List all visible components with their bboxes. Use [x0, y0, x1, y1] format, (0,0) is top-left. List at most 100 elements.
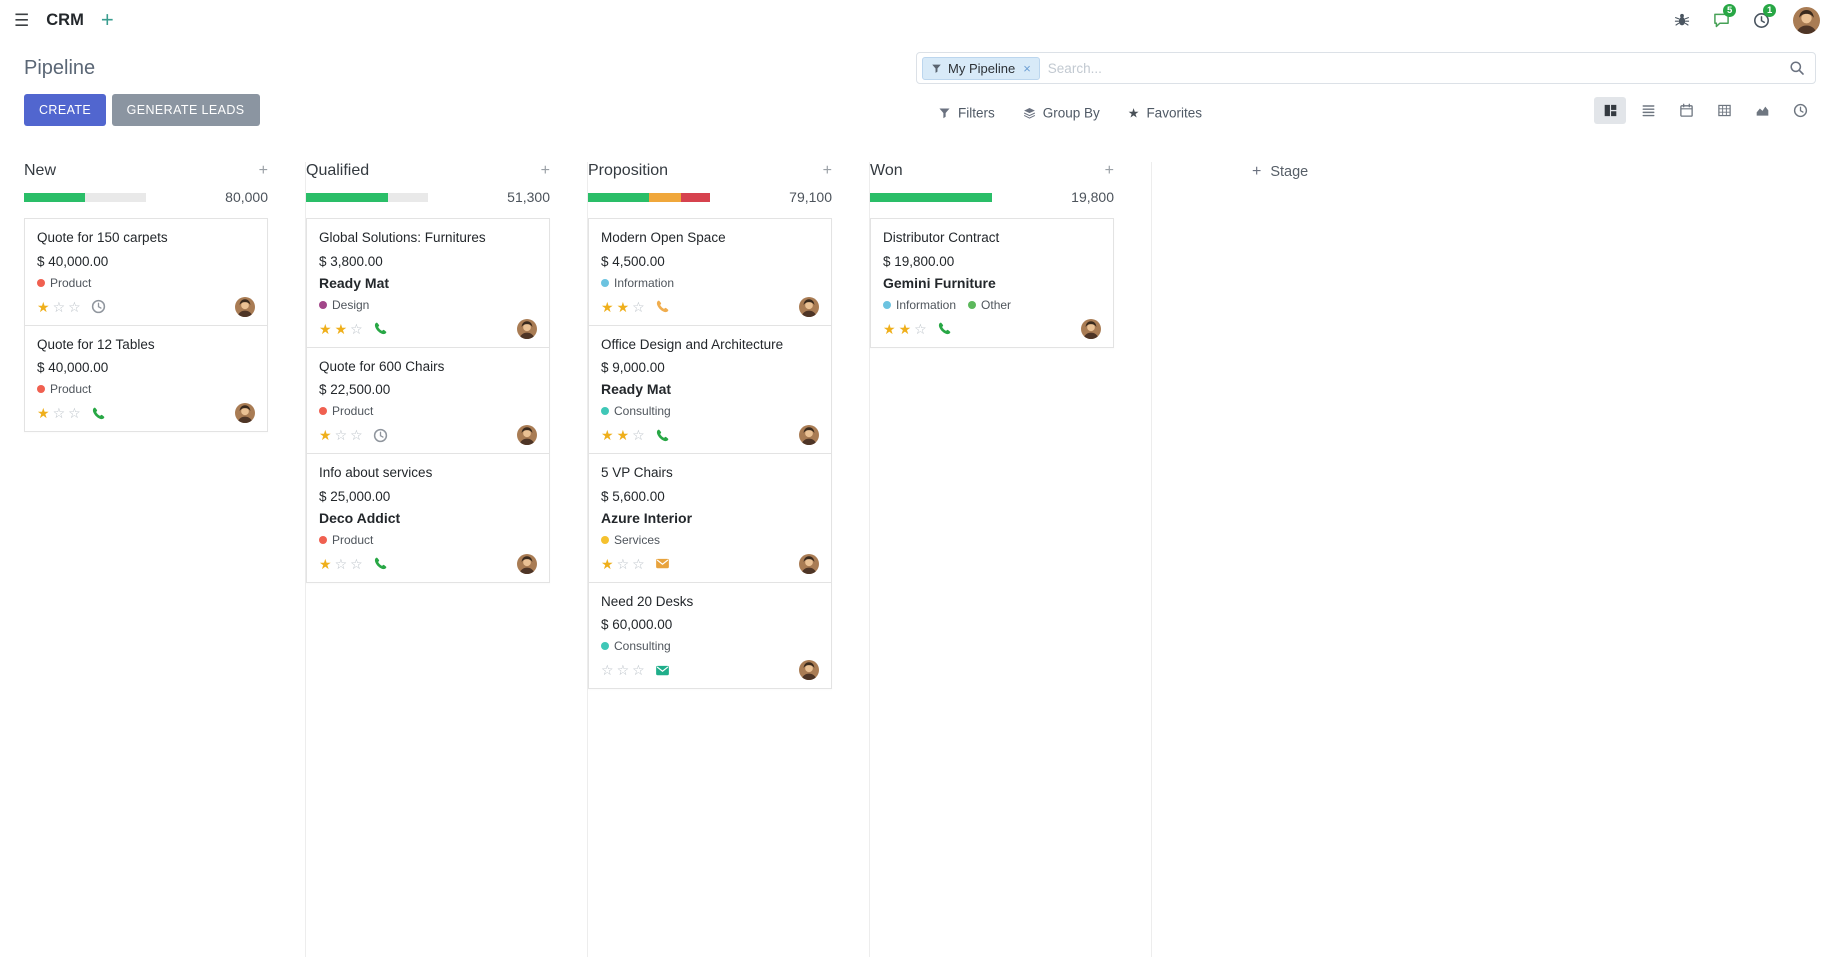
- star-filled-icon[interactable]: ★: [883, 320, 896, 337]
- tag-dot: [37, 385, 45, 394]
- star-empty-icon[interactable]: ☆: [68, 298, 81, 315]
- activity-view-button[interactable]: [1784, 97, 1816, 124]
- progress-segment[interactable]: [870, 192, 992, 202]
- star-empty-icon[interactable]: ☆: [632, 555, 645, 572]
- star-empty-icon[interactable]: ☆: [632, 427, 645, 444]
- star-filled-icon[interactable]: ★: [601, 555, 614, 572]
- kanban-card[interactable]: Quote for 600 Chairs $ 22,500.00 Product…: [306, 346, 550, 455]
- star-filled-icon[interactable]: ★: [37, 405, 50, 422]
- group-by-button[interactable]: Group By: [1023, 106, 1100, 121]
- search-input[interactable]: [1047, 60, 1781, 76]
- progress-segment[interactable]: [680, 192, 710, 202]
- progress-segment[interactable]: [24, 192, 85, 202]
- column-progress-row: 79,100: [588, 189, 832, 205]
- kanban-card[interactable]: Global Solutions: Furnitures $ 3,800.00 …: [306, 218, 550, 348]
- card-tag: Consulting: [601, 404, 671, 418]
- quick-create-icon[interactable]: +: [1104, 162, 1114, 179]
- star-empty-icon[interactable]: ☆: [914, 320, 927, 337]
- star-empty-icon[interactable]: ☆: [350, 427, 363, 444]
- pivot-view-button[interactable]: [1708, 97, 1740, 124]
- star-filled-icon[interactable]: ★: [601, 427, 614, 444]
- progress-segment[interactable]: [85, 192, 146, 202]
- phone-activity-icon[interactable]: [373, 556, 388, 571]
- add-stage-button[interactable]: + Stage: [1252, 164, 1308, 181]
- progress-segment[interactable]: [387, 192, 428, 202]
- kanban-card[interactable]: Modern Open Space $ 4,500.00 Information…: [588, 218, 832, 326]
- star-filled-icon[interactable]: ★: [601, 298, 614, 315]
- star-empty-icon[interactable]: ☆: [68, 405, 81, 422]
- star-filled-icon[interactable]: ★: [616, 427, 630, 444]
- star-filled-icon[interactable]: ★: [319, 320, 332, 337]
- star-filled-icon[interactable]: ★: [319, 427, 332, 444]
- kanban-card[interactable]: Need 20 Desks $ 60,000.00 Consulting ☆ ☆ ☆: [588, 581, 832, 690]
- remove-facet-icon[interactable]: ×: [1023, 60, 1031, 76]
- phone-activity-icon[interactable]: [373, 321, 388, 336]
- column-header[interactable]: Qualified +: [306, 162, 550, 180]
- column-header[interactable]: Proposition +: [588, 162, 832, 180]
- star-empty-icon[interactable]: ☆: [350, 555, 363, 572]
- graph-view-button[interactable]: [1746, 97, 1778, 124]
- star-filled-icon[interactable]: ★: [616, 298, 630, 315]
- star-empty-icon[interactable]: ☆: [334, 555, 348, 572]
- progress-segment[interactable]: [306, 192, 388, 202]
- phone-activity-icon[interactable]: [937, 321, 952, 336]
- star-empty-icon[interactable]: ☆: [334, 427, 348, 444]
- activities-clock-icon[interactable]: 1: [1753, 3, 1777, 29]
- kanban-card[interactable]: Quote for 150 carpets $ 40,000.00 Produc…: [24, 218, 268, 326]
- card-stars: ★ ☆ ☆: [37, 406, 81, 420]
- phone-activity-icon[interactable]: [655, 299, 670, 314]
- star-empty-icon[interactable]: ☆: [632, 662, 645, 679]
- search-facet[interactable]: My Pipeline ×: [922, 56, 1040, 80]
- column-header[interactable]: Won +: [870, 162, 1114, 180]
- progress-segment[interactable]: [588, 192, 649, 202]
- navbar-left: ☰ CRM +: [14, 9, 114, 31]
- column-header[interactable]: New +: [24, 162, 268, 180]
- kanban-card[interactable]: Distributor Contract $ 19,800.00 Gemini …: [870, 218, 1114, 348]
- phone-activity-icon[interactable]: [91, 406, 106, 421]
- clock-activity-icon[interactable]: [373, 428, 388, 443]
- star-empty-icon[interactable]: ☆: [52, 298, 66, 315]
- calendar-view-button[interactable]: [1670, 97, 1702, 124]
- kanban-card[interactable]: Office Design and Architecture $ 9,000.0…: [588, 324, 832, 455]
- column-progressbar: [306, 192, 428, 202]
- kanban-view-button[interactable]: [1594, 96, 1626, 124]
- progress-segment[interactable]: [649, 192, 681, 202]
- list-view-button[interactable]: [1632, 97, 1664, 124]
- star-filled-icon[interactable]: ★: [319, 555, 332, 572]
- search-icon[interactable]: [1789, 60, 1805, 76]
- quick-create-icon[interactable]: +: [540, 162, 550, 179]
- star-empty-icon[interactable]: ☆: [616, 555, 630, 572]
- quick-create-icon[interactable]: +: [258, 162, 268, 179]
- kanban-card[interactable]: Info about services $ 25,000.00 Deco Add…: [306, 453, 550, 583]
- messages-icon[interactable]: 5: [1713, 3, 1737, 29]
- favorites-button[interactable]: ★ Favorites: [1128, 106, 1202, 121]
- debug-bug-icon[interactable]: [1674, 12, 1690, 28]
- star-filled-icon[interactable]: ★: [334, 320, 348, 337]
- column-progress-row: 51,300: [306, 189, 550, 205]
- salesperson-avatar: [517, 425, 537, 446]
- apps-menu-icon[interactable]: ☰: [14, 10, 30, 30]
- star-empty-icon[interactable]: ☆: [52, 405, 66, 422]
- filters-button[interactable]: Filters: [938, 106, 995, 121]
- plus-icon[interactable]: +: [100, 7, 114, 32]
- kanban-card[interactable]: 5 VP Chairs $ 5,600.00 Azure Interior Se…: [588, 453, 832, 583]
- star-empty-icon[interactable]: ☆: [632, 298, 645, 315]
- clock-activity-icon[interactable]: [91, 299, 106, 314]
- phone-activity-icon[interactable]: [655, 428, 670, 443]
- star-empty-icon[interactable]: ☆: [616, 662, 630, 679]
- card-tag: Product: [37, 276, 91, 290]
- star-empty-icon[interactable]: ☆: [601, 662, 614, 679]
- card-stars: ★ ☆ ☆: [319, 557, 363, 571]
- user-avatar[interactable]: [1793, 6, 1820, 34]
- star-filled-icon[interactable]: ★: [37, 298, 50, 315]
- generate-leads-button[interactable]: GENERATE LEADS: [111, 94, 260, 126]
- star-empty-icon[interactable]: ☆: [350, 320, 363, 337]
- kanban-card[interactable]: Quote for 12 Tables $ 40,000.00 Product …: [24, 324, 268, 433]
- layers-icon: [1023, 107, 1036, 120]
- app-name[interactable]: CRM: [46, 10, 84, 29]
- quick-create-icon[interactable]: +: [822, 162, 832, 179]
- star-filled-icon[interactable]: ★: [898, 320, 912, 337]
- envelope-activity-icon[interactable]: [655, 663, 670, 678]
- envelope-activity-icon[interactable]: [655, 556, 670, 571]
- create-button[interactable]: CREATE: [24, 94, 107, 126]
